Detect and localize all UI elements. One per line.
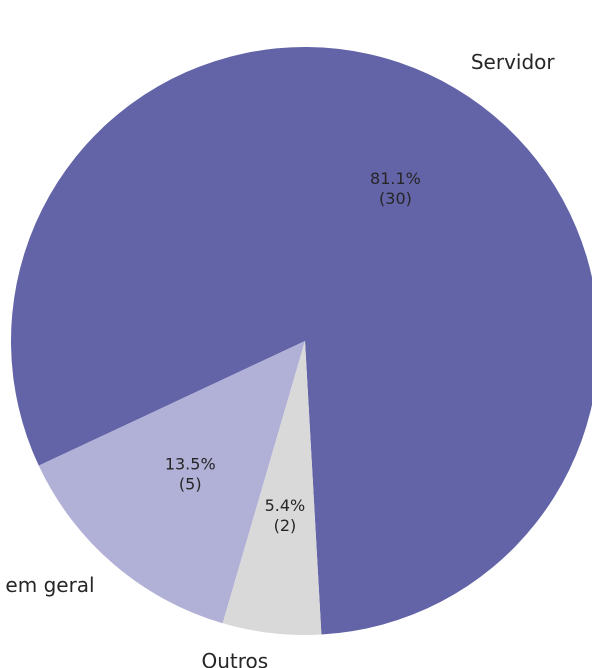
pie-slice-3 [222, 341, 322, 635]
slice-percent-label: 13.5% [165, 454, 216, 473]
slice-percent-label: 81.1% [370, 169, 421, 188]
pie-slice-1 [11, 47, 592, 635]
slice-count-label: (5) [179, 474, 202, 493]
slice-label: Sociedade em geral [0, 573, 95, 597]
slice-percent-label: 5.4% [265, 496, 306, 515]
slice-count-label: (30) [379, 189, 412, 208]
slice-label: Outros [202, 649, 269, 668]
pie-slice-2 [38, 341, 306, 624]
slice-label: Servidor [471, 50, 556, 74]
slice-count-label: (2) [274, 516, 297, 535]
